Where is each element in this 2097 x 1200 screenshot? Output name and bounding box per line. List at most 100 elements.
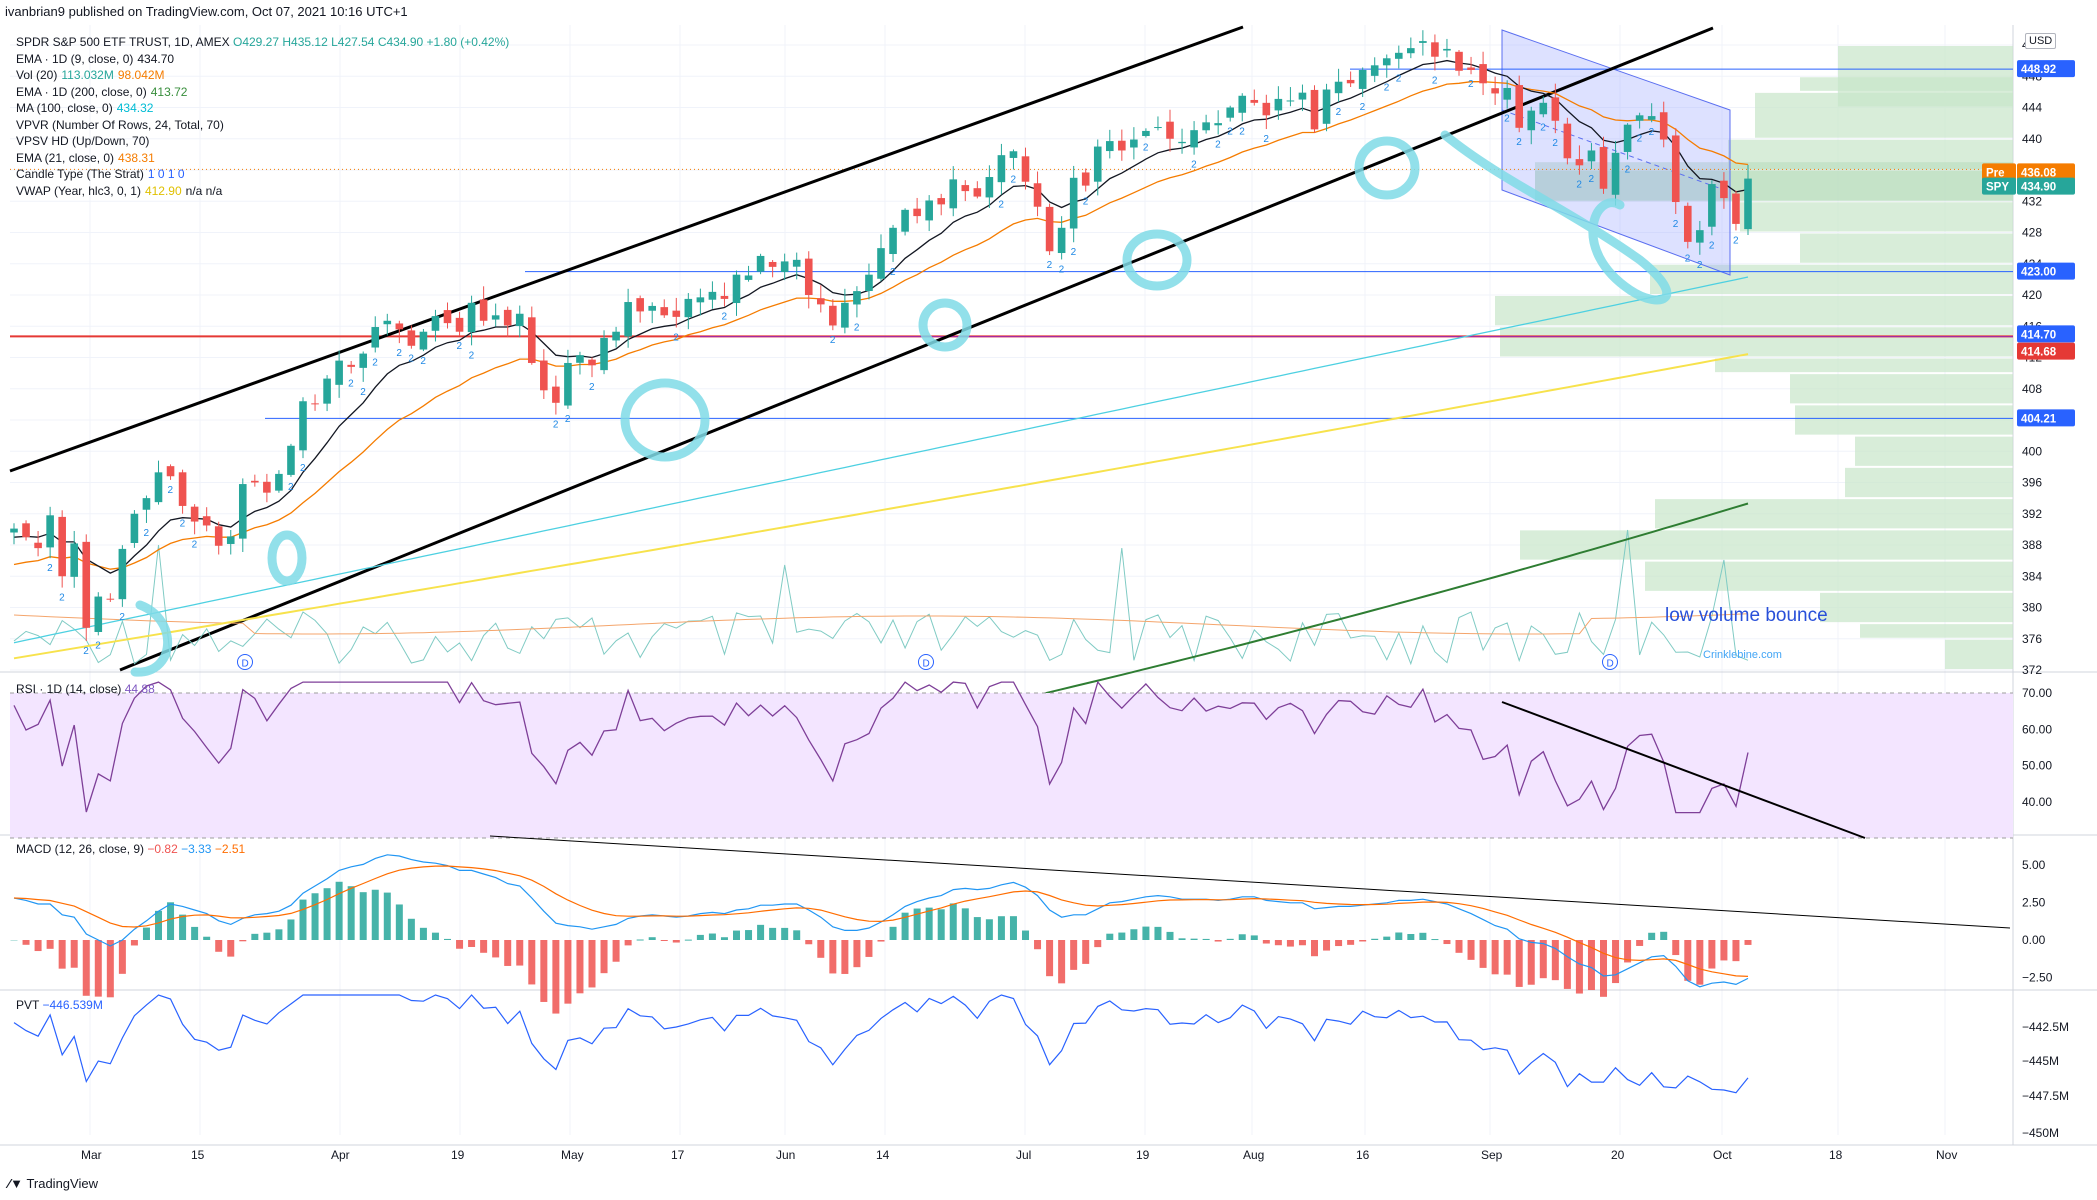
macd-histogram-bar <box>745 930 753 940</box>
macd-histogram-bar <box>925 907 933 940</box>
symbol-line[interactable]: SPDR S&P 500 ETF TRUST, 1D, AMEX O429.27… <box>16 34 509 51</box>
indicator-8[interactable]: VWAP (Year, hlc3, 0, 1) 412.90 n/a n/a <box>16 183 509 200</box>
candle: 2 <box>1539 96 1548 133</box>
candle-body <box>491 315 500 320</box>
macd-histogram-bar <box>167 902 175 940</box>
indicator-2[interactable]: EMA · 1D (200, close, 0) 413.72 <box>16 84 509 101</box>
macd-histogram-bar <box>1335 940 1343 947</box>
macd-histogram-bar <box>564 940 572 1004</box>
macd-histogram-bar <box>359 892 367 940</box>
candle-body <box>515 313 524 327</box>
candle <box>696 288 705 316</box>
time-tick: May <box>561 1148 584 1162</box>
ohlc-change: +1.80 (+0.42%) <box>426 35 510 49</box>
candle <box>1093 139 1102 196</box>
strat-label: 2 <box>1468 79 1474 90</box>
candle-body <box>287 445 295 475</box>
candle-body <box>1647 116 1656 120</box>
candle <box>877 234 885 282</box>
indicator-value-2: n/a n/a <box>185 183 223 198</box>
candle-body <box>1382 58 1391 66</box>
time-tick: 15 <box>191 1148 205 1162</box>
macd-histogram-bar <box>1262 940 1270 944</box>
candle-body <box>383 320 392 325</box>
candle-body <box>1142 130 1150 137</box>
time-tick: Apr <box>331 1148 350 1162</box>
macd-histogram-bar <box>540 940 548 1002</box>
currency-badge[interactable]: USD <box>2025 33 2057 49</box>
candle <box>383 313 392 336</box>
rsi-legend[interactable]: RSI · 1D (14, close) 44.88 <box>16 682 155 696</box>
macd-histogram-bar <box>588 940 596 988</box>
candle <box>1370 57 1379 83</box>
candle-body <box>1346 79 1355 84</box>
candle: 2 <box>1696 220 1704 271</box>
candle <box>226 529 235 555</box>
strat-label: 2 <box>1010 175 1016 186</box>
candle <box>1274 86 1283 120</box>
indicator-1[interactable]: Vol (20) 113.032M 98.042M <box>16 67 509 84</box>
candle-body <box>732 274 741 304</box>
candle <box>1659 101 1668 148</box>
indicator-4[interactable]: VPVR (Number Of Rows, 24, Total, 70) <box>16 117 509 134</box>
tradingview-logo[interactable]: ⁄▼ TradingView <box>8 1176 98 1191</box>
indicator-7[interactable]: Candle Type (The Strat) 1 0 1 0 <box>16 166 509 183</box>
strat-label: 2 <box>1709 240 1715 251</box>
indicator-6[interactable]: EMA (21, close, 0) 438.31 <box>16 150 509 167</box>
candle <box>985 165 994 209</box>
pvt-legend[interactable]: PVT −446.539M <box>16 998 103 1012</box>
candle-body <box>1599 147 1608 189</box>
candle-body <box>263 481 271 493</box>
strat-label: 2 <box>830 335 836 346</box>
marker-414-68 <box>2017 342 2075 360</box>
indicator-3[interactable]: MA (100, close, 0) 434.32 <box>16 100 509 117</box>
candle <box>624 288 632 348</box>
candle <box>1130 127 1138 160</box>
strat-label: 2 <box>854 322 860 333</box>
candle <box>660 299 669 318</box>
candle: 2 <box>1358 67 1367 113</box>
candle <box>335 350 343 398</box>
candle <box>949 166 958 217</box>
macd-histogram-bar <box>275 929 283 940</box>
candle-body <box>1394 52 1403 59</box>
macd-legend[interactable]: MACD (12, 26, close, 9) −0.82 −3.33 −2.5… <box>16 842 245 856</box>
rsi-label: RSI · 1D (14, close) <box>16 682 122 696</box>
macd-histogram-bar <box>1407 933 1415 940</box>
candle-body <box>1214 123 1222 126</box>
candle <box>1744 164 1752 235</box>
candle <box>1250 89 1259 106</box>
candle <box>744 265 753 282</box>
candle-body <box>1154 127 1162 129</box>
candle <box>238 478 247 552</box>
macd-histogram-bar <box>22 940 30 945</box>
candle-body <box>1105 141 1114 152</box>
candle-body <box>455 317 464 332</box>
macd-histogram-bar <box>648 937 656 940</box>
candle: 2 <box>672 297 681 343</box>
time-tick: Aug <box>1243 1148 1264 1162</box>
price-tick: 388 <box>2022 538 2042 552</box>
candle-body <box>1045 206 1054 252</box>
indicator-5[interactable]: VPSV HD (Up/Down, 70) <box>16 133 509 150</box>
indicator-label: MA (100, close, 0) <box>16 101 113 115</box>
candle: 2 <box>889 224 897 278</box>
candle-body <box>708 291 717 300</box>
candle <box>1407 37 1415 59</box>
macd-histogram-bar <box>1720 940 1728 961</box>
macd-histogram-bar <box>203 936 211 940</box>
indicator-0[interactable]: EMA · 1D (9, close, 0) 434.70 <box>16 51 509 68</box>
indicator-value: 1 0 1 0 <box>147 167 185 181</box>
macd-histogram-bar <box>1684 940 1692 981</box>
strat-label: 2 <box>1649 127 1655 138</box>
macd-histogram-bar <box>552 940 560 1014</box>
candle <box>901 208 909 236</box>
macd-histogram-bar <box>1178 938 1186 940</box>
strat-label: 2 <box>1540 122 1546 133</box>
candle <box>1563 117 1572 165</box>
macd-histogram-bar <box>407 918 415 940</box>
candle: 2 <box>118 545 127 623</box>
candle <box>780 253 789 281</box>
